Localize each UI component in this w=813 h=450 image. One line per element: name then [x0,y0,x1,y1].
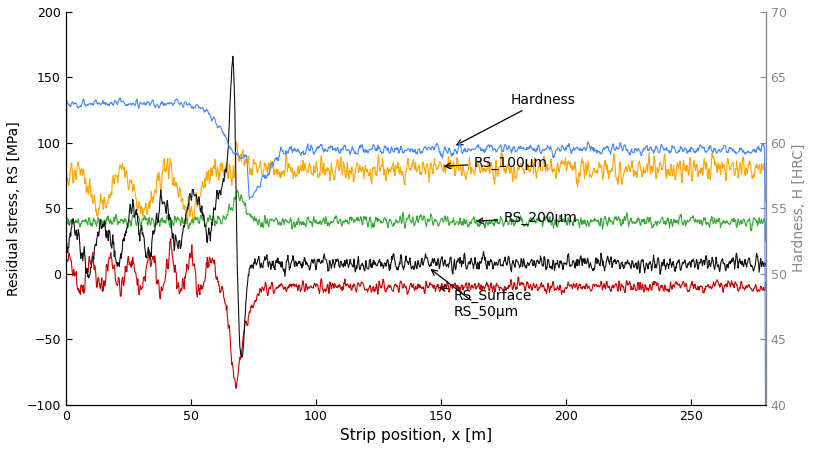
Text: RS_200μm: RS_200μm [477,211,577,225]
X-axis label: Strip position, x [m]: Strip position, x [m] [340,428,492,443]
Y-axis label: Residual stress, RS [MPa]: Residual stress, RS [MPa] [7,121,21,296]
Y-axis label: Hardness, H [HRC]: Hardness, H [HRC] [792,144,806,273]
Text: RS_50μm: RS_50μm [432,270,519,319]
Text: Hardness: Hardness [457,93,576,145]
Text: RS_Surface: RS_Surface [440,286,532,303]
Text: RS_100μm: RS_100μm [445,156,547,170]
